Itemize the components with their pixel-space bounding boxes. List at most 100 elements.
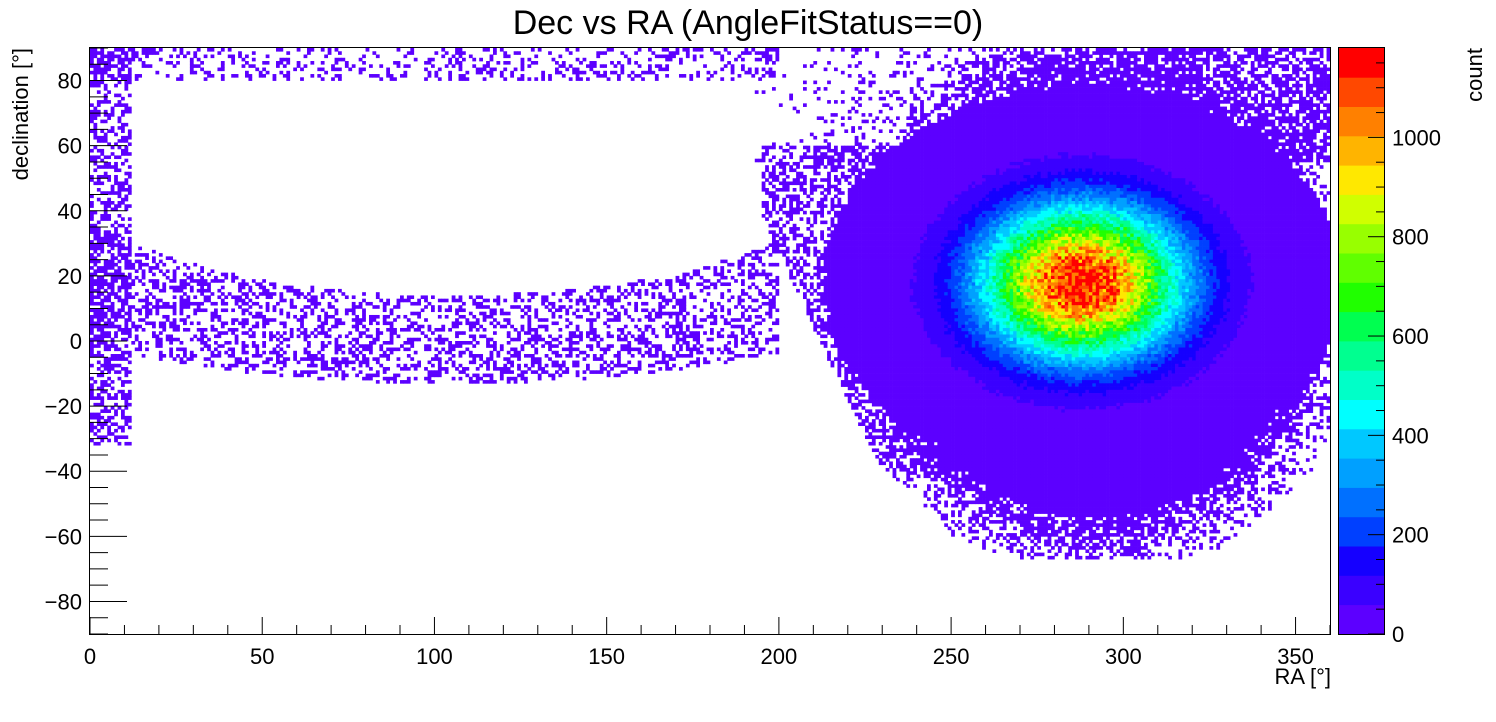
heatmap-cell	[1030, 148, 1035, 153]
heatmap-cell	[940, 93, 945, 98]
heatmap-cell	[1195, 165, 1200, 169]
heatmap-cell	[1230, 113, 1234, 117]
heatmap-cell	[1020, 161, 1024, 166]
heatmap-cell	[1178, 106, 1183, 111]
heatmap-cell	[982, 145, 986, 150]
heatmap-cell	[1209, 93, 1214, 98]
heatmap-cell	[1126, 158, 1131, 163]
heatmap-cell	[169, 54, 174, 59]
heatmap-cell	[1295, 129, 1300, 133]
heatmap-cell	[1268, 165, 1272, 169]
heatmap-cell	[1178, 119, 1183, 124]
heatmap-cell	[1006, 106, 1011, 111]
heatmap-cell	[1257, 61, 1262, 65]
heatmap-cell	[1102, 74, 1107, 78]
heatmap-cell	[1237, 103, 1241, 107]
heatmap-cell	[827, 145, 831, 150]
heatmap-cell	[761, 145, 766, 150]
heatmap-cell	[668, 51, 673, 55]
heatmap-cell	[944, 113, 949, 117]
heatmap-cell	[1209, 158, 1214, 163]
heatmap-cell	[971, 80, 976, 85]
heatmap-cell	[1030, 100, 1035, 104]
heatmap-cell	[617, 74, 621, 78]
heatmap-cell	[1226, 80, 1231, 85]
heatmap-cell	[93, 51, 98, 55]
heatmap-cell	[968, 152, 973, 156]
heatmap-cell	[1199, 67, 1203, 72]
heatmap-cell	[1274, 116, 1279, 120]
heatmap-cell	[1312, 148, 1317, 153]
heatmap-cell	[107, 142, 112, 147]
heatmap-cell	[1147, 139, 1152, 143]
heatmap-cell	[1164, 139, 1169, 143]
heatmap-cell	[1068, 152, 1073, 156]
heatmap-cell	[1126, 109, 1131, 114]
heatmap-cell	[982, 161, 986, 166]
heatmap-cell	[896, 96, 900, 101]
heatmap-cell	[1206, 109, 1210, 114]
heatmap-cell	[1051, 135, 1055, 140]
heatmap-cell	[995, 155, 1000, 160]
heatmap-cell	[995, 100, 1000, 104]
heatmap-cell	[265, 61, 270, 65]
heatmap-cell	[772, 174, 776, 179]
heatmap-cell	[1116, 168, 1121, 173]
heatmap-cell	[451, 64, 456, 68]
heatmap-cell	[971, 148, 976, 153]
heatmap-cell	[1202, 93, 1207, 98]
heatmap-cell	[592, 64, 597, 68]
heatmap-cell	[989, 109, 993, 114]
heatmap-cell	[933, 135, 938, 140]
heatmap-cell	[1316, 64, 1321, 68]
heatmap-cell	[1185, 119, 1190, 124]
heatmap-cell	[954, 119, 959, 124]
heatmap-cell	[610, 61, 614, 65]
heatmap-cell	[458, 64, 463, 68]
heatmap-cell	[592, 61, 597, 65]
heatmap-cell	[710, 74, 714, 78]
heatmap-cell	[100, 158, 105, 163]
heatmap-cell	[1261, 113, 1265, 117]
heatmap-cell	[393, 61, 397, 65]
heatmap-cell	[1078, 64, 1083, 68]
heatmap-cell	[1113, 51, 1117, 55]
heatmap-cell	[806, 148, 811, 153]
heatmap-cell	[989, 129, 993, 133]
heatmap-cell	[1192, 77, 1197, 81]
heatmap-cell	[1130, 51, 1135, 55]
heatmap-cell	[1044, 100, 1048, 104]
heatmap-cell	[1202, 126, 1207, 130]
heatmap-cell	[1020, 158, 1024, 163]
heatmap-cell	[947, 142, 952, 147]
heatmap-cell	[896, 116, 900, 120]
heatmap-cell	[747, 51, 752, 55]
heatmap-cell	[858, 145, 862, 150]
heatmap-cell	[448, 70, 453, 75]
heatmap-cell	[847, 161, 852, 166]
heatmap-cell	[847, 109, 852, 114]
heatmap-cell	[1264, 103, 1269, 107]
heatmap-cell	[1075, 103, 1079, 107]
heatmap-cell	[1082, 74, 1086, 78]
heatmap-cell	[1082, 109, 1086, 114]
heatmap-cell	[958, 113, 962, 117]
heatmap-cell	[90, 70, 94, 75]
heatmap-cell	[1247, 139, 1252, 143]
heatmap-cell	[107, 155, 112, 160]
heatmap-cell	[958, 48, 962, 52]
heatmap-cell	[1002, 155, 1007, 160]
heatmap-cell	[1247, 54, 1252, 59]
heatmap-cell	[1178, 113, 1183, 117]
heatmap-cell	[954, 152, 959, 156]
heatmap-cell	[1150, 126, 1155, 130]
heatmap-cell	[503, 67, 508, 72]
heatmap-cell	[103, 139, 108, 143]
heatmap-cell	[1033, 139, 1038, 143]
heatmap-cell	[1092, 129, 1097, 133]
heatmap-cell	[944, 171, 949, 176]
heatmap-cell	[1312, 113, 1317, 117]
heatmap-cell	[1326, 48, 1331, 52]
heatmap-cell	[858, 96, 862, 101]
heatmap-cell	[1212, 83, 1217, 88]
